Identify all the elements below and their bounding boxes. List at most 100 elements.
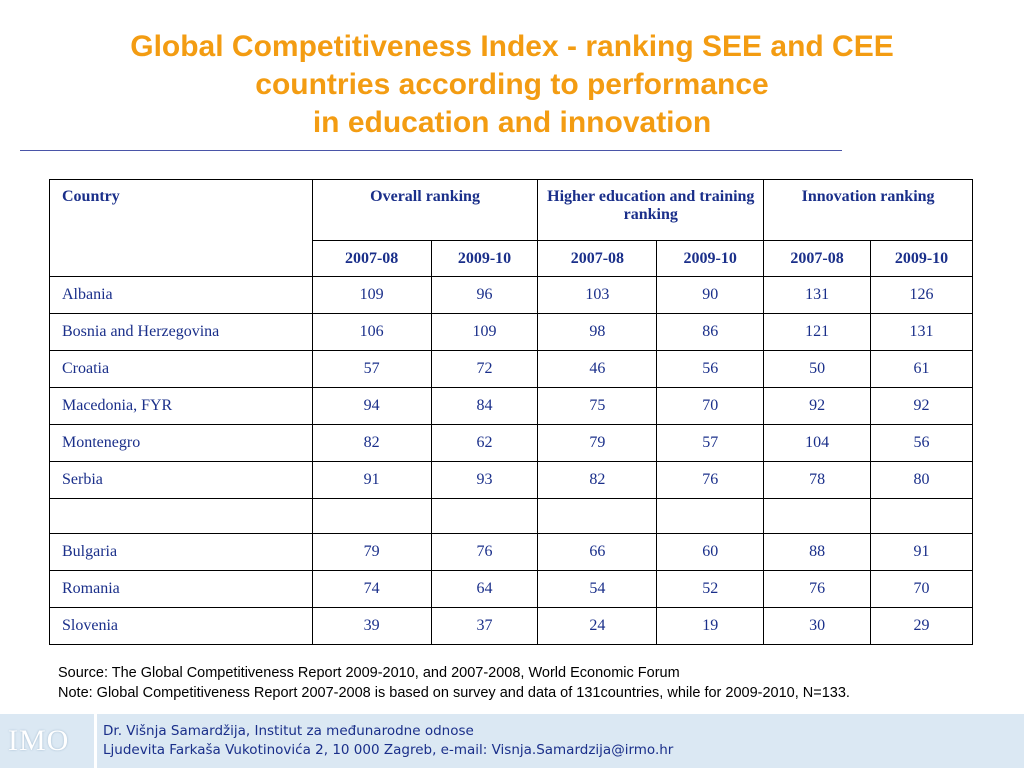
rank-cell: 74 [311, 570, 432, 608]
footer: IMO Dr. Višnja Samardžija, Institut za m… [0, 714, 1024, 768]
rank-cell: 57 [311, 350, 432, 388]
footer-address: Ljudevita Farkaša Vukotinovića 2, 10 000… [103, 742, 674, 758]
country-cell: Croatia [49, 350, 313, 388]
rank-cell: 126 [870, 276, 973, 314]
year-header: 2007-08 [763, 240, 872, 277]
rank-cell: 106 [311, 313, 432, 351]
table-row: Serbia 91 93 82 76 78 80 [49, 461, 973, 499]
rank-cell: 82 [537, 461, 658, 499]
year-header: 2007-08 [311, 240, 432, 277]
footer-divider [94, 714, 97, 768]
rank-cell: 46 [537, 350, 658, 388]
rank-cell: 131 [870, 313, 973, 351]
rank-cell: 121 [763, 313, 872, 351]
slide-title: Global Competitiveness Index - ranking S… [0, 28, 1024, 142]
rank-cell [656, 498, 765, 534]
year-header: 2009-10 [870, 240, 973, 277]
rank-cell: 104 [763, 424, 872, 462]
table-header-row: Country Overall ranking Higher education… [49, 179, 973, 277]
table-row: Slovenia 39 37 24 19 30 29 [49, 607, 973, 645]
methodology-note: Note: Global Competitiveness Report 2007… [58, 685, 850, 701]
rank-cell: 131 [763, 276, 872, 314]
rank-cell: 79 [311, 533, 432, 571]
rank-cell: 109 [311, 276, 432, 314]
rank-cell [870, 498, 973, 534]
rank-cell: 72 [430, 350, 539, 388]
notes: Source: The Global Competitiveness Repor… [58, 663, 958, 703]
slide-title-line-3: in education and innovation [312, 106, 712, 139]
rank-cell: 76 [763, 570, 872, 608]
header-overall-ranking: Overall ranking [311, 179, 539, 241]
year-header: 2007-08 [537, 240, 658, 277]
country-cell: Macedonia, FYR [49, 387, 313, 425]
header-innovation-ranking: Innovation ranking [763, 179, 973, 241]
table-row: Macedonia, FYR 94 84 75 70 92 92 [49, 387, 973, 425]
rank-cell: 78 [763, 461, 872, 499]
footer-contact: Dr. Višnja Samardžija, Institut za međun… [103, 722, 673, 760]
rank-cell: 88 [763, 533, 872, 571]
rank-cell: 76 [656, 461, 765, 499]
table-row: Bulgaria 79 76 66 60 88 91 [49, 533, 973, 571]
rank-cell [763, 498, 872, 534]
year-header: 2009-10 [430, 240, 539, 277]
rank-cell: 56 [870, 424, 973, 462]
country-cell: Serbia [49, 461, 313, 499]
country-cell: Slovenia [49, 607, 313, 645]
rank-cell: 80 [870, 461, 973, 499]
table-row: Albania 109 96 103 90 131 126 [49, 276, 973, 314]
rank-cell: 91 [311, 461, 432, 499]
title-divider [20, 150, 842, 151]
rank-cell: 90 [656, 276, 765, 314]
ranking-table: Country Overall ranking Higher education… [49, 179, 973, 645]
country-cell: Bulgaria [49, 533, 313, 571]
rank-cell: 93 [430, 461, 539, 499]
header-higher-education-ranking: Higher education and training ranking [537, 179, 765, 241]
rank-cell: 96 [430, 276, 539, 314]
table-year-row: 2007-08 2009-10 2007-08 2009-10 2007-08 … [50, 240, 973, 277]
rank-cell: 98 [537, 313, 658, 351]
country-cell: Romania [49, 570, 313, 608]
rank-cell: 75 [537, 387, 658, 425]
rank-cell: 82 [311, 424, 432, 462]
header-country: Country [49, 179, 313, 277]
rank-cell: 94 [311, 387, 432, 425]
rank-cell: 29 [870, 607, 973, 645]
country-cell [49, 498, 313, 534]
rank-cell: 92 [763, 387, 872, 425]
rank-cell: 70 [656, 387, 765, 425]
rank-cell: 37 [430, 607, 539, 645]
rank-cell: 19 [656, 607, 765, 645]
rank-cell [311, 498, 432, 534]
rank-cell: 60 [656, 533, 765, 571]
table-row: Romania 74 64 54 52 76 70 [49, 570, 973, 608]
rank-cell: 64 [430, 570, 539, 608]
table-spacer-row [49, 498, 973, 534]
rank-cell [430, 498, 539, 534]
rank-cell: 56 [656, 350, 765, 388]
footer-author: Dr. Višnja Samardžija, Institut za međun… [103, 723, 474, 739]
rank-cell: 57 [656, 424, 765, 462]
rank-cell: 50 [763, 350, 872, 388]
rank-cell: 103 [537, 276, 658, 314]
rank-cell: 86 [656, 313, 765, 351]
rank-cell: 92 [870, 387, 973, 425]
rank-cell: 62 [430, 424, 539, 462]
rank-cell: 84 [430, 387, 539, 425]
source-note: Source: The Global Competitiveness Repor… [58, 665, 680, 681]
imo-logo: IMO [8, 724, 70, 757]
table-row: Bosnia and Herzegovina 106 109 98 86 121 131 [49, 313, 973, 351]
year-header: 2009-10 [656, 240, 765, 277]
country-cell: Bosnia and Herzegovina [49, 313, 313, 351]
rank-cell: 66 [537, 533, 658, 571]
slide-title-line-2: countries according to performance [255, 68, 769, 101]
rank-cell: 54 [537, 570, 658, 608]
table-row: Montenegro 82 62 79 57 104 56 [49, 424, 973, 462]
slide-title-line-1: Global Competitiveness Index - ranking S… [130, 30, 894, 63]
rank-cell: 24 [537, 607, 658, 645]
rank-cell: 70 [870, 570, 973, 608]
rank-cell: 76 [430, 533, 539, 571]
table-row: Croatia 57 72 46 56 50 61 [49, 350, 973, 388]
rank-cell: 91 [870, 533, 973, 571]
rank-cell [537, 498, 658, 534]
rank-cell: 109 [430, 313, 539, 351]
